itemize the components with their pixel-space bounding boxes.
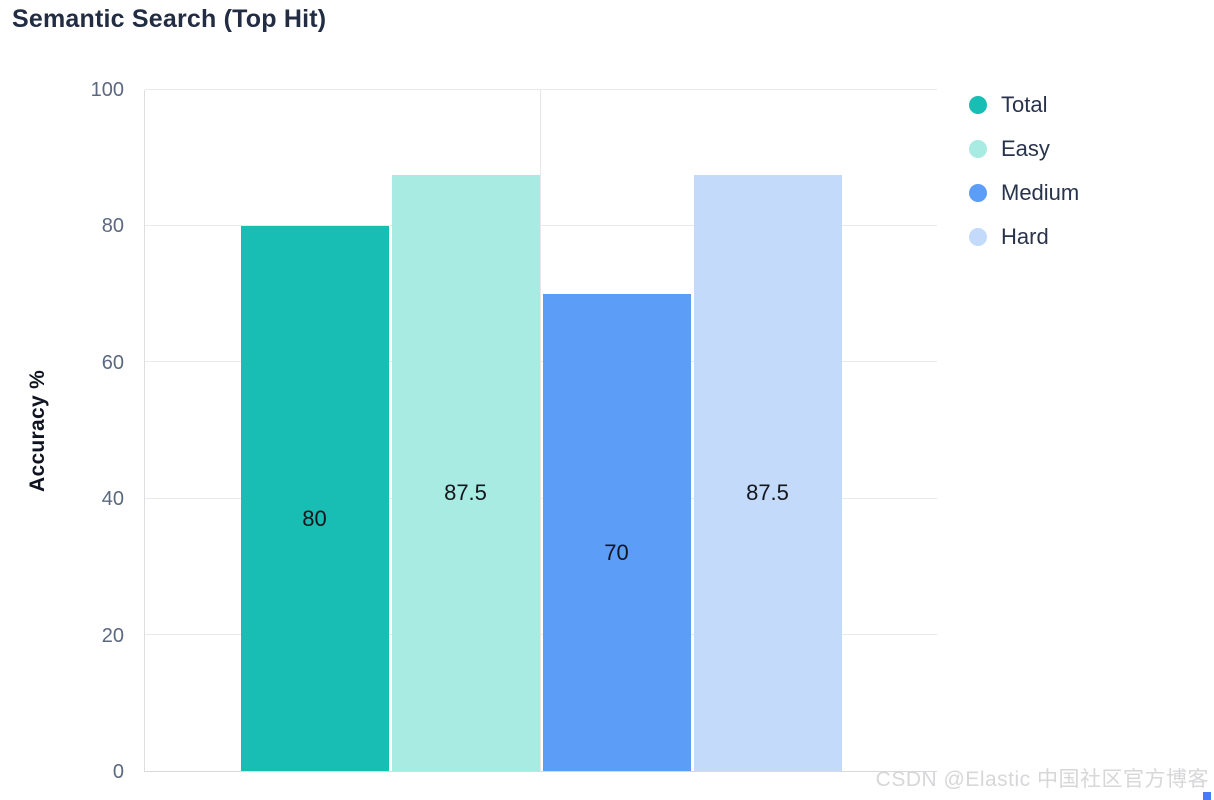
legend-label: Hard bbox=[1001, 224, 1049, 249]
y-tick-label: 60 bbox=[101, 351, 124, 374]
legend-label: Total bbox=[1001, 92, 1048, 117]
legend-item-total[interactable]: Total bbox=[969, 92, 1079, 118]
legend-item-medium[interactable]: Medium bbox=[969, 180, 1079, 206]
h-gridline bbox=[145, 225, 937, 227]
legend-swatch-icon bbox=[969, 140, 987, 158]
y-tick-label: 40 bbox=[101, 488, 124, 511]
bars: 80 87.5 70 87.5 bbox=[145, 90, 937, 771]
legend-swatch-icon bbox=[969, 228, 987, 246]
y-axis-title: Accuracy % bbox=[26, 369, 49, 493]
bar-easy[interactable]: 87.5 bbox=[391, 175, 540, 771]
chart-title: Semantic Search (Top Hit) bbox=[12, 5, 327, 33]
legend-swatch-icon bbox=[969, 96, 987, 114]
legend-swatch-icon bbox=[969, 184, 987, 202]
legend-item-easy[interactable]: Easy bbox=[969, 136, 1079, 162]
watermark-corner-icon bbox=[1203, 792, 1211, 800]
y-tick-label: 80 bbox=[101, 215, 124, 238]
bar-value-label: 87.5 bbox=[746, 480, 789, 506]
y-tick-label: 100 bbox=[90, 79, 124, 101]
h-gridline bbox=[145, 89, 937, 90]
h-gridline bbox=[145, 361, 937, 363]
bar-hard[interactable]: 87.5 bbox=[693, 175, 842, 771]
legend-label: Easy bbox=[1001, 136, 1050, 161]
vertical-gridline bbox=[540, 90, 541, 771]
legend-item-hard[interactable]: Hard bbox=[969, 224, 1079, 250]
legend-label: Medium bbox=[1001, 180, 1080, 205]
h-gridline bbox=[145, 497, 937, 499]
plot-area: 80 87.5 70 87.5 bbox=[144, 89, 937, 772]
bar-medium[interactable]: 70 bbox=[542, 294, 691, 771]
y-axis-tick-labels: 0 20 40 60 80 100 bbox=[58, 79, 124, 783]
bar-value-label: 70 bbox=[604, 539, 629, 565]
watermark: CSDN @Elastic 中国社区官方博客 bbox=[875, 768, 1209, 791]
bar-total[interactable]: 80 bbox=[240, 226, 389, 771]
gridlines bbox=[145, 89, 937, 771]
y-tick-label: 0 bbox=[112, 761, 124, 783]
bar-value-label: 87.5 bbox=[444, 480, 487, 506]
y-tick-label: 20 bbox=[101, 624, 124, 647]
legend: Total Easy Medium Hard bbox=[969, 92, 1079, 268]
bar-value-label: 80 bbox=[302, 505, 327, 531]
h-gridline bbox=[145, 633, 937, 635]
